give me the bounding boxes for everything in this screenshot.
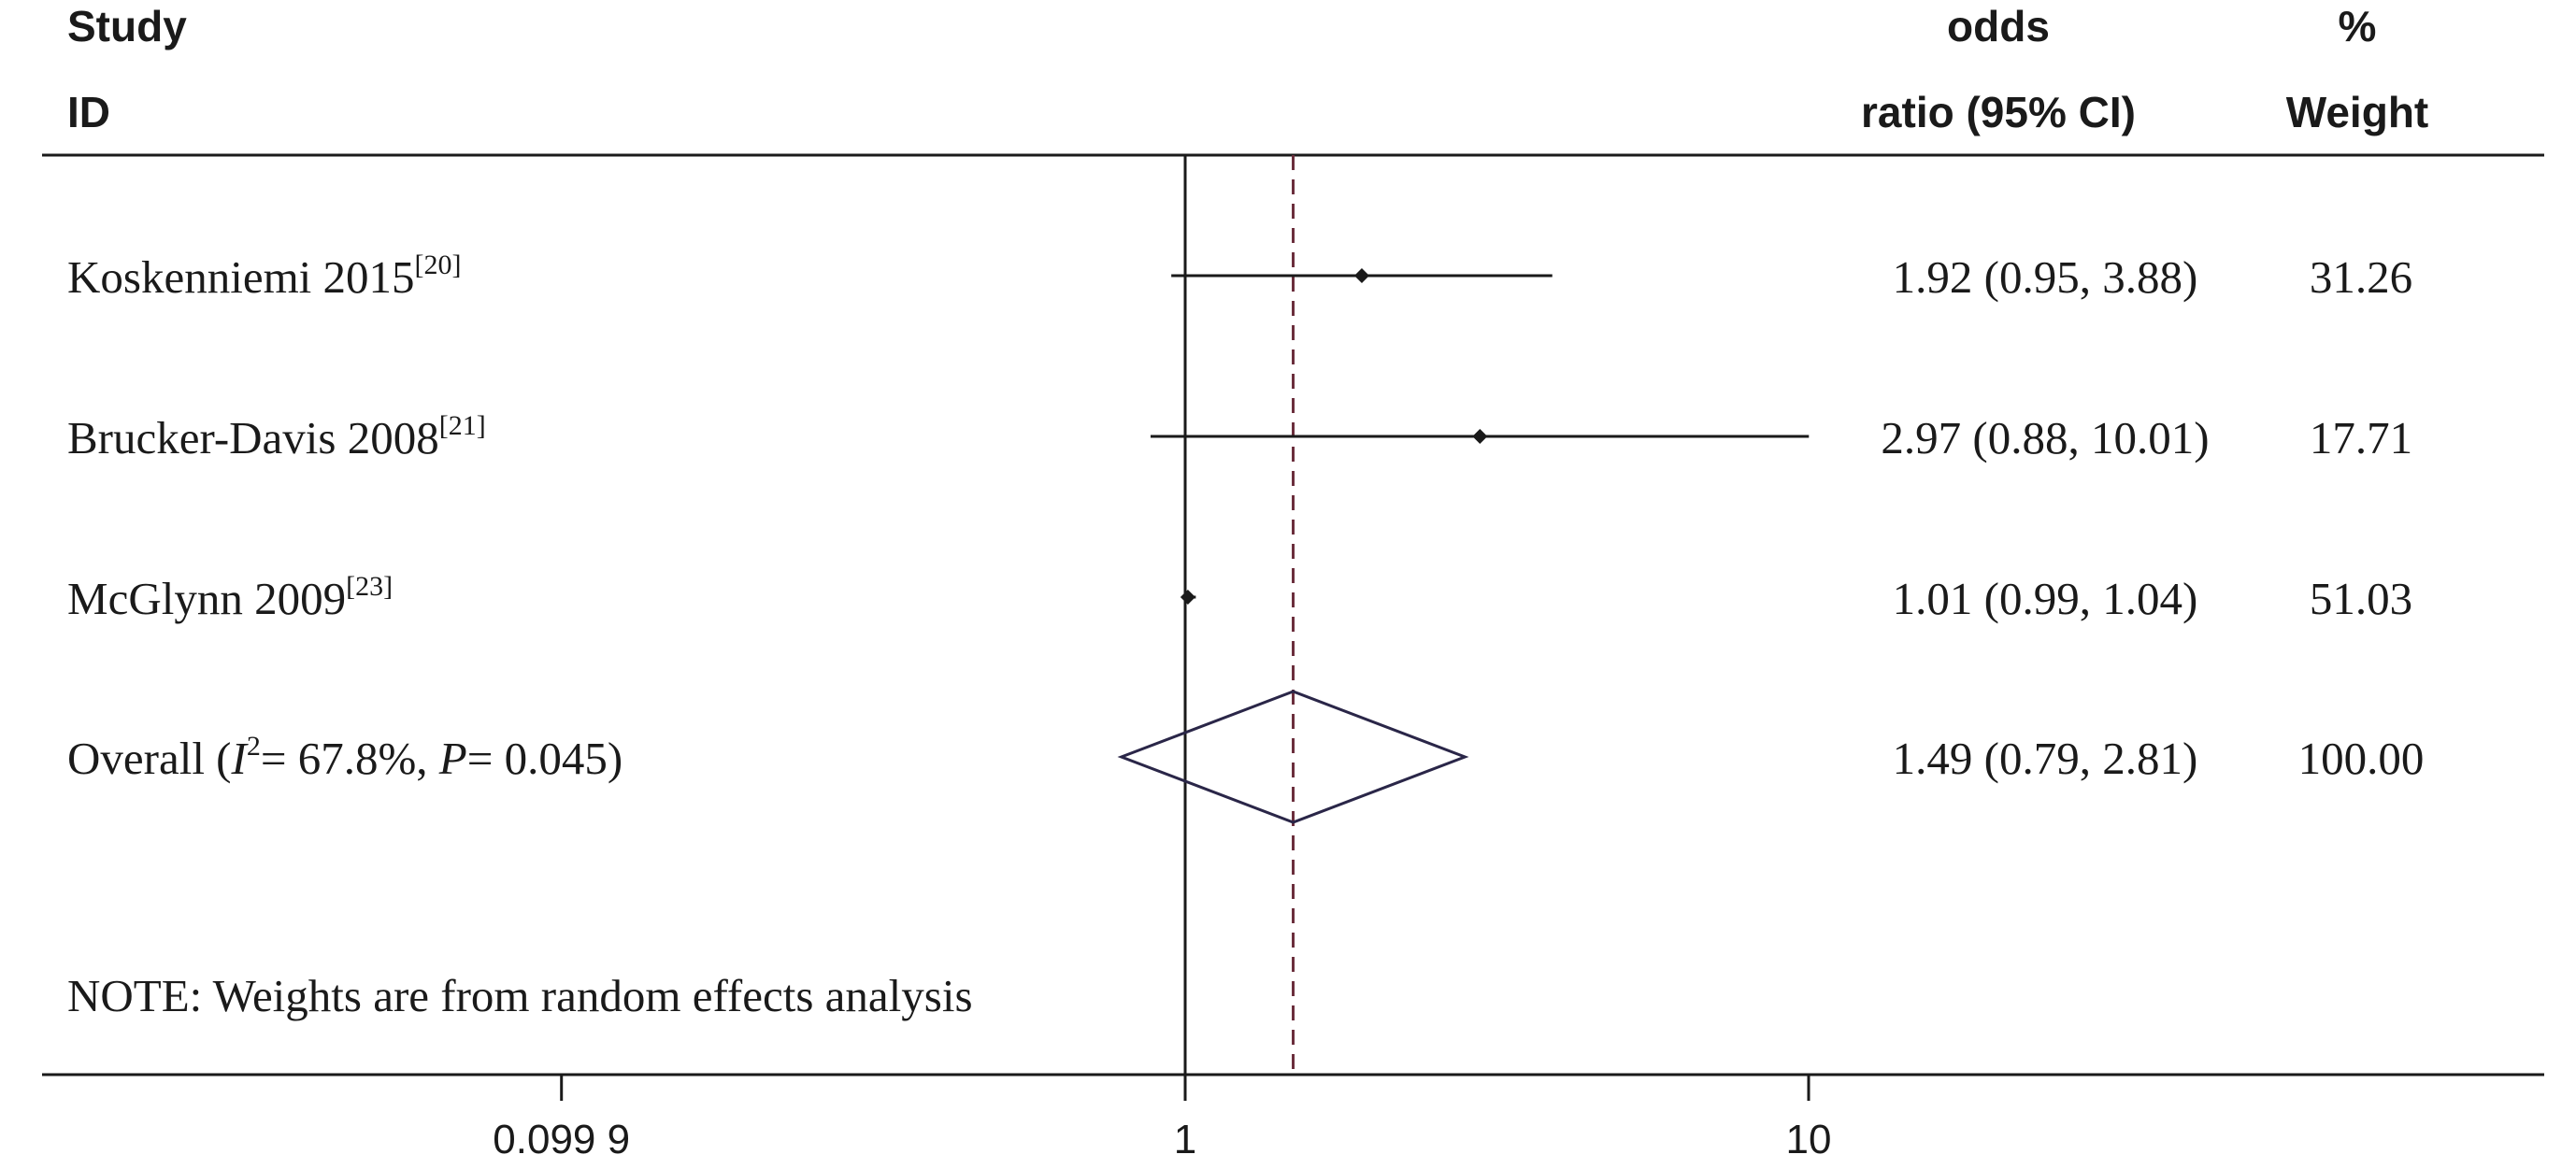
x-tick-label: 1: [1174, 1117, 1196, 1162]
x-tick-label: 10: [1786, 1117, 1832, 1162]
study-or-ci: 2.97 (0.88, 10.01): [1881, 412, 2209, 463]
overall-or-ci: 1.49 (0.79, 2.81): [1893, 733, 2198, 784]
study-weight: 51.03: [2310, 573, 2412, 624]
weight-header-line1: %: [2339, 2, 2377, 50]
study-name: Brucker-Davis 2008[21]: [67, 410, 486, 463]
study-name: McGlynn 2009[23]: [67, 571, 393, 624]
x-axis-ticks: 0.099 9 1 10: [493, 1075, 1831, 1162]
note-text: NOTE: Weights are from random effects an…: [67, 970, 973, 1021]
study-weight: 17.71: [2310, 412, 2412, 463]
overall-label: Overall (I2= 67.8%, P= 0.045): [67, 731, 623, 784]
x-tick-label: 0.099 9: [493, 1117, 630, 1162]
or-header-line2: ratio (95% CI): [1861, 88, 2136, 136]
study-name: Koskenniemi 2015[20]: [67, 249, 462, 303]
overall-diamond: [1117, 690, 1469, 824]
point-estimate-marker: [1180, 590, 1195, 605]
overall-row: Overall (I2= 67.8%, P= 0.045) 1.49 (0.79…: [67, 690, 2425, 824]
study-row: McGlynn 2009[23] 1.01 (0.99, 1.04) 51.03: [67, 571, 2412, 624]
overall-weight: 100.00: [2298, 733, 2425, 784]
study-weight: 31.26: [2310, 251, 2412, 303]
study-or-ci: 1.92 (0.95, 3.88): [1893, 251, 2198, 303]
point-estimate-marker: [1353, 268, 1369, 283]
study-rows: Koskenniemi 2015[20] 1.92 (0.95, 3.88) 31.…: [67, 249, 2412, 624]
study-row: Koskenniemi 2015[20] 1.92 (0.95, 3.88) 31.…: [67, 249, 2412, 303]
weight-header-line2: Weight: [2286, 88, 2428, 136]
study-or-ci: 1.01 (0.99, 1.04): [1893, 573, 2198, 624]
study-row: Brucker-Davis 2008[21] 2.97 (0.88, 10.01)…: [67, 410, 2412, 463]
study-header-line2: ID: [67, 88, 110, 136]
study-header-line1: Study: [67, 2, 187, 50]
reference-lines: [1183, 155, 1295, 1075]
or-header-line1: odds: [1947, 2, 2050, 50]
point-estimate-marker: [1472, 429, 1488, 444]
